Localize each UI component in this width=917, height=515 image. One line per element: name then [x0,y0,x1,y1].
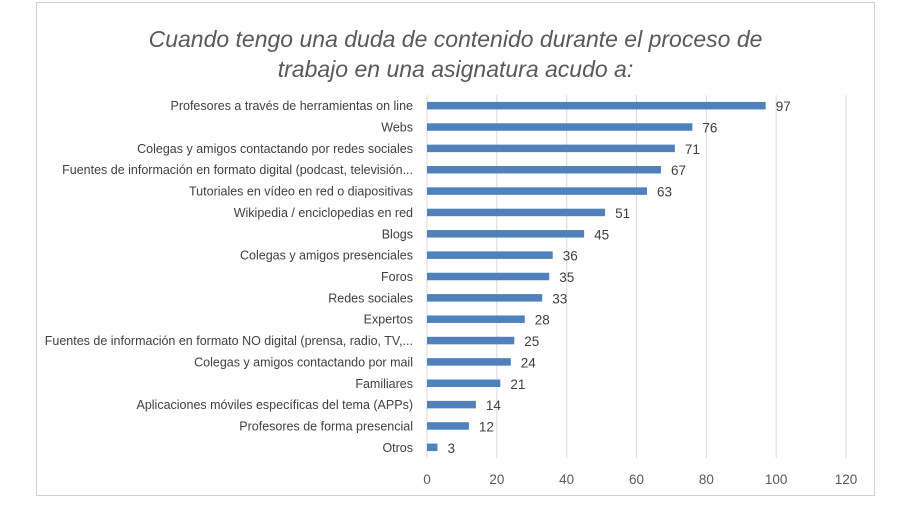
category-label: Expertos [364,313,413,327]
x-tick-label: 60 [629,472,644,487]
category-label: Otros [382,441,413,455]
category-label: Tutoriales en vídeo en red o diapositiva… [189,185,413,199]
bar [427,187,647,195]
bar [427,336,515,345]
chart-title-line-1: Cuando tengo una duda de contenido duran… [148,26,763,52]
category-label: Aplicaciones móviles específicas del tem… [136,398,413,412]
category-label: Wikipedia / enciclopedias en red [234,206,413,220]
bar [427,379,501,388]
data-label: 12 [479,419,494,434]
bar [427,422,469,430]
x-tick-label: 100 [765,472,788,487]
chart-title: Cuando tengo una duda de contenido duran… [36,24,875,84]
data-label: 51 [615,206,630,221]
data-label: 35 [559,270,574,285]
data-label: 24 [521,355,537,370]
chart-title-line-2: trabajo en una asignatura acudo a: [277,56,634,82]
chart-frame [36,2,875,496]
x-tick-label: 80 [699,472,714,487]
category-label: Profesores de forma presencial [239,419,413,433]
category-label: Blogs [382,227,413,241]
bar [427,358,511,366]
category-label: Foros [381,270,413,284]
data-label: 76 [702,121,717,136]
data-label: 3 [447,441,455,456]
bar [427,400,476,409]
bar [427,315,525,323]
data-label: 25 [524,334,539,349]
bar [427,251,553,259]
bar [427,443,438,452]
data-label: 28 [535,313,550,328]
data-label: 36 [563,249,578,264]
category-label: Fuentes de información en formato digita… [62,163,413,177]
category-label: Colegas y amigos contactando por redes s… [137,142,413,156]
category-label: Colegas y amigos contactando por mail [194,355,413,369]
data-label: 63 [657,185,672,200]
category-label: Fuentes de información en formato NO dig… [45,334,413,348]
bar [427,165,661,174]
bar [427,123,693,131]
data-label: 71 [685,142,700,157]
bar [427,230,585,238]
category-label: Familiares [355,377,413,391]
category-label: Webs [381,121,413,135]
bar [427,144,675,153]
x-tick-label: 40 [559,472,574,487]
data-label: 97 [776,99,791,114]
bar [427,101,766,110]
data-label: 21 [510,377,525,392]
bar [427,208,606,217]
x-tick-label: 120 [835,472,858,487]
category-label: Redes sociales [328,291,413,305]
data-label: 67 [671,163,686,178]
x-tick-label: 20 [489,472,504,487]
category-label: Profesores a través de herramientas on l… [171,99,414,113]
data-label: 45 [594,227,609,242]
data-label: 14 [486,398,502,413]
x-tick-label: 0 [423,472,431,487]
bar [427,272,550,281]
category-label: Colegas y amigos presenciales [240,249,413,263]
data-label: 33 [552,291,567,306]
bar [427,294,543,302]
